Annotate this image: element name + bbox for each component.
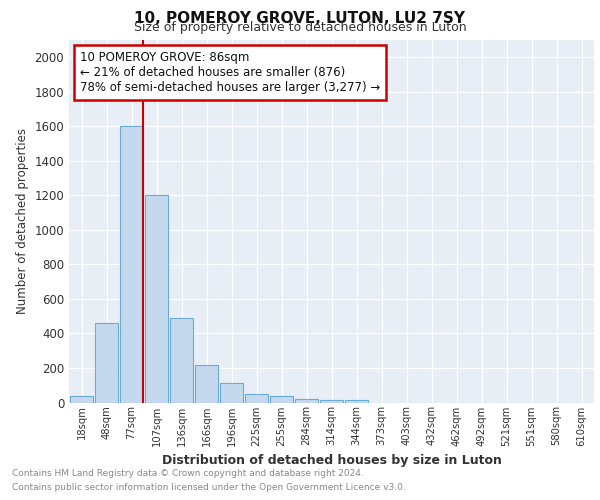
Bar: [245, 394, 268, 402]
Bar: [95, 323, 118, 402]
Bar: [270, 396, 293, 402]
Bar: [195, 366, 218, 403]
Bar: [295, 399, 318, 402]
Bar: [320, 400, 343, 402]
Bar: [220, 382, 243, 402]
Text: Size of property relative to detached houses in Luton: Size of property relative to detached ho…: [134, 21, 466, 34]
Y-axis label: Number of detached properties: Number of detached properties: [16, 128, 29, 314]
Bar: [120, 126, 143, 402]
Text: 10 POMEROY GROVE: 86sqm
← 21% of detached houses are smaller (876)
78% of semi-d: 10 POMEROY GROVE: 86sqm ← 21% of detache…: [79, 51, 380, 94]
Bar: [145, 196, 168, 402]
X-axis label: Distribution of detached houses by size in Luton: Distribution of detached houses by size …: [161, 454, 502, 467]
Text: 10, POMEROY GROVE, LUTON, LU2 7SY: 10, POMEROY GROVE, LUTON, LU2 7SY: [134, 11, 466, 26]
Bar: [170, 318, 193, 402]
Bar: [345, 400, 368, 402]
Text: Contains public sector information licensed under the Open Government Licence v3: Contains public sector information licen…: [12, 484, 406, 492]
Bar: [70, 396, 93, 402]
Text: Contains HM Land Registry data © Crown copyright and database right 2024.: Contains HM Land Registry data © Crown c…: [12, 468, 364, 477]
